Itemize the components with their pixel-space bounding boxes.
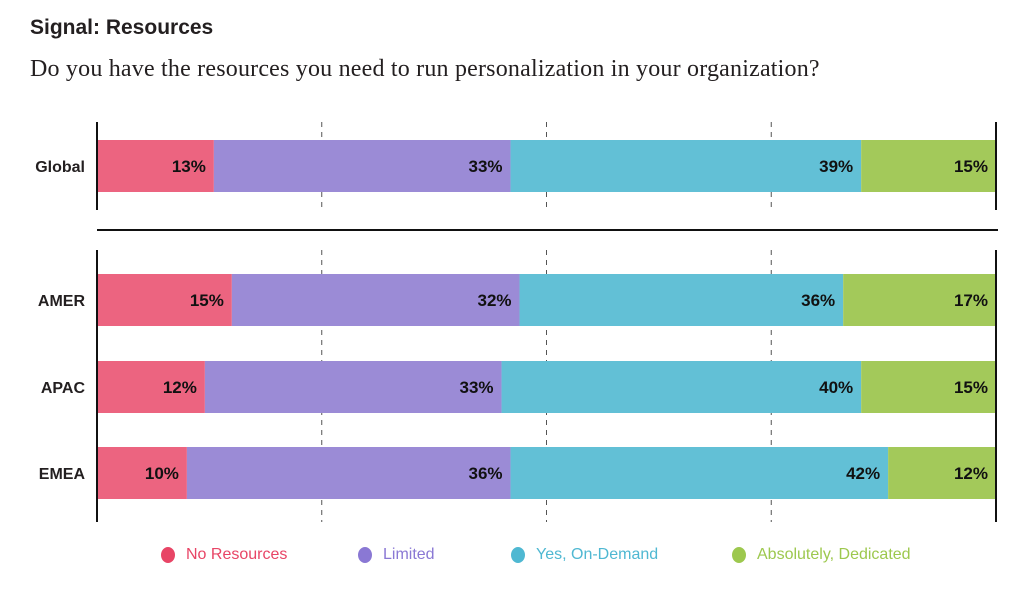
bar-segment [213, 140, 511, 192]
bar-segment [97, 361, 205, 413]
legend-label: No Resources [186, 546, 288, 563]
data-label: 36% [801, 291, 835, 310]
data-label: 10% [145, 464, 179, 483]
bar-segment [204, 361, 502, 413]
bar-segment [510, 447, 889, 499]
legend-item-yes-on-demand: Yes, On-Demand [511, 546, 658, 564]
data-label: 13% [172, 157, 206, 176]
data-label: 15% [954, 378, 988, 397]
data-label: 42% [846, 464, 880, 483]
data-label: 15% [954, 157, 988, 176]
chart-title: Signal: Resources [30, 16, 214, 39]
category-label: AMER [38, 293, 86, 310]
legend-label: Limited [383, 546, 435, 563]
data-label: 12% [163, 378, 197, 397]
legend-swatch [732, 547, 746, 563]
chart-subtitle: Do you have the resources you need to ru… [30, 56, 820, 82]
bar-segment [97, 274, 232, 326]
legend-label: Yes, On-Demand [536, 546, 659, 563]
legend-label: Absolutely, Dedicated [757, 546, 911, 563]
bar-segment [97, 447, 187, 499]
data-label: 32% [477, 291, 511, 310]
legend-swatch [161, 547, 175, 563]
data-label: 40% [819, 378, 853, 397]
bar-segment [843, 274, 996, 326]
data-label: 15% [190, 291, 224, 310]
legend-swatch [358, 547, 372, 563]
category-label: EMEA [39, 466, 86, 483]
category-label: Global [35, 159, 85, 176]
legend-item-absolutely-dedicated: Absolutely, Dedicated [732, 546, 911, 564]
bar-segment [97, 140, 214, 192]
data-label: 33% [460, 378, 494, 397]
legend-item-limited: Limited [358, 546, 435, 564]
bar-segment [861, 361, 996, 413]
data-label: 33% [469, 157, 503, 176]
legend-swatch [511, 547, 525, 563]
data-label: 17% [954, 291, 988, 310]
data-label: 36% [469, 464, 503, 483]
bar-segment [510, 140, 862, 192]
category-label: APAC [41, 380, 86, 397]
legend-item-no-resources: No Resources [161, 546, 287, 564]
bar-segment [231, 274, 520, 326]
bar-segment [519, 274, 844, 326]
data-label: 12% [954, 464, 988, 483]
bar-segment [888, 447, 996, 499]
bar-segment [186, 447, 511, 499]
bar-segment [501, 361, 862, 413]
data-label: 39% [819, 157, 853, 176]
bar-segment [861, 140, 996, 192]
